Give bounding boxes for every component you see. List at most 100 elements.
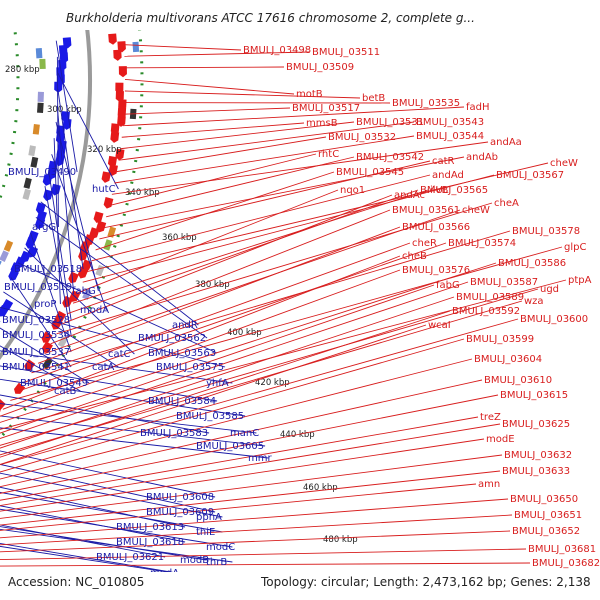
forward-gene-label[interactable]: BMULJ_03609 bbox=[146, 507, 214, 518]
reverse-gene-label[interactable]: fabG bbox=[436, 280, 460, 291]
forward-gene-label[interactable]: BMULJ_03537 bbox=[2, 347, 70, 358]
reverse-gene-label[interactable]: rhtC bbox=[318, 149, 339, 160]
reverse-gene-label[interactable]: motB bbox=[296, 89, 323, 100]
reverse-gene-label[interactable]: BMULJ_03531 bbox=[356, 117, 424, 128]
reverse-gene-label[interactable]: BMULJ_03544 bbox=[416, 131, 484, 142]
reverse-gene-label[interactable]: BMULJ_03632 bbox=[504, 450, 572, 461]
reverse-gene-label[interactable]: BMULJ_03650 bbox=[510, 494, 578, 505]
reverse-gene-label[interactable]: BMULJ_03682 bbox=[532, 558, 600, 569]
reverse-gene-label[interactable]: ptpA bbox=[568, 275, 592, 286]
reverse-gene-label[interactable]: cheW bbox=[462, 205, 490, 216]
reverse-gene-label[interactable]: BMULJ_03567 bbox=[496, 170, 564, 181]
reverse-gene-label[interactable]: BMULJ_03543 bbox=[416, 117, 484, 128]
forward-gene-label[interactable]: BMULJ_03608 bbox=[146, 492, 214, 503]
forward-gene-label[interactable]: BMULJ_03613 bbox=[116, 522, 184, 533]
forward-gene-label[interactable]: catC bbox=[108, 349, 131, 360]
forward-gene-label[interactable]: modC bbox=[206, 542, 235, 553]
reverse-gene-label[interactable]: wza bbox=[524, 296, 544, 307]
reverse-gene-label[interactable]: cheR bbox=[412, 238, 437, 249]
reverse-gene-label[interactable]: cheB bbox=[402, 251, 427, 262]
reverse-gene-label[interactable]: treZ bbox=[480, 412, 501, 423]
reverse-gene-label[interactable]: BMULJ_03545 bbox=[336, 167, 404, 178]
reverse-gene-label[interactable]: BMULJ_03542 bbox=[356, 152, 424, 163]
forward-gene-label[interactable]: BMULJ_03519 bbox=[4, 282, 72, 293]
forward-gene-label[interactable]: manC bbox=[230, 428, 259, 439]
forward-label-connector bbox=[55, 40, 78, 173]
reverse-gene-label[interactable]: cheW bbox=[550, 158, 578, 169]
reverse-gene-label[interactable]: cheA bbox=[494, 198, 519, 209]
reverse-gene-label[interactable]: BMULJ_03587 bbox=[470, 277, 538, 288]
forward-gene-label[interactable]: BMULJ_03621 bbox=[96, 552, 164, 563]
reverse-gene-label[interactable]: ugd bbox=[540, 284, 559, 295]
forward-gene-label[interactable]: BMULJ_03534 bbox=[2, 330, 70, 341]
forward-gene-label[interactable]: fabG bbox=[72, 286, 96, 297]
forward-gene-label[interactable]: BMULJ_03618 bbox=[116, 537, 184, 548]
reverse-gene-label[interactable]: BMULJ_03599 bbox=[466, 334, 534, 345]
forward-gene-label[interactable]: yhfA bbox=[206, 378, 229, 389]
forward-gene-label[interactable]: pphA bbox=[196, 512, 222, 523]
reverse-gene-label[interactable]: mmsB bbox=[306, 118, 338, 129]
reverse-gene-label[interactable]: catR bbox=[432, 156, 455, 167]
reverse-gene-label[interactable]: BMULJ_03681 bbox=[528, 544, 596, 555]
forward-gene-label[interactable]: BMULJ_03584 bbox=[148, 396, 216, 407]
reverse-gene-label[interactable]: BMULJ_03586 bbox=[498, 258, 566, 269]
reverse-gene-label[interactable]: andAa bbox=[490, 137, 522, 148]
reverse-gene-label[interactable]: fadH bbox=[466, 102, 490, 113]
reverse-gene-label[interactable]: BMULJ_03592 bbox=[452, 306, 520, 317]
forward-gene-label[interactable]: BMULJ_03490 bbox=[8, 167, 76, 178]
reverse-gene-label[interactable]: BMULJ_03578 bbox=[512, 226, 580, 237]
forward-gene-label[interactable]: thrB bbox=[206, 557, 227, 568]
forward-gene-label[interactable]: BMULJ_03518 bbox=[14, 264, 82, 275]
reverse-gene-label[interactable]: BMULJ_03511 bbox=[312, 47, 380, 58]
forward-gene-label[interactable]: argG bbox=[32, 222, 56, 233]
forward-gene-label[interactable]: andR bbox=[172, 320, 198, 331]
forward-gene-label[interactable]: thiE bbox=[196, 527, 215, 538]
forward-gene-label[interactable]: BMULJ_03528 bbox=[2, 315, 70, 326]
reverse-gene-label[interactable]: wcaI bbox=[428, 320, 451, 331]
forward-gene-label[interactable]: BMULJ_03605 bbox=[196, 441, 264, 452]
reverse-gene-label[interactable]: BMULJ_03615 bbox=[500, 390, 568, 401]
reverse-gene-label[interactable]: BMULJ_03509 bbox=[286, 62, 354, 73]
forward-gene-label[interactable]: BMULJ_03575 bbox=[156, 362, 224, 373]
reverse-gene-label[interactable]: BMULJ_03633 bbox=[502, 466, 570, 477]
reverse-gene-label[interactable]: BMULJ_03566 bbox=[402, 222, 470, 233]
forward-gene-label[interactable]: BMULJ_03562 bbox=[138, 333, 206, 344]
forward-gene-label[interactable]: BMULJ_03541 bbox=[2, 362, 70, 373]
forward-gene-label[interactable]: BMULJ_03585 bbox=[176, 411, 244, 422]
forward-gene-label[interactable]: modB bbox=[180, 555, 209, 566]
reverse-gene-label[interactable]: andAc bbox=[394, 190, 425, 201]
forward-gene-label[interactable]: mmr bbox=[248, 453, 272, 464]
reverse-gene-label[interactable]: amn bbox=[478, 479, 500, 490]
reverse-gene-label[interactable]: BMULJ_03604 bbox=[474, 354, 542, 365]
reverse-gene-label[interactable]: nqo1 bbox=[340, 185, 365, 196]
forward-gene-label[interactable]: modA bbox=[80, 305, 109, 316]
forward-gene-label[interactable]: catB bbox=[54, 386, 77, 397]
reverse-gene-label[interactable]: andAd bbox=[432, 170, 464, 181]
reverse-gene-label[interactable]: BMULJ_03576 bbox=[402, 265, 470, 276]
forward-gene-label[interactable]: BMULJ_03583 bbox=[140, 428, 208, 439]
reverse-gene-label[interactable]: BMULJ_03535 bbox=[392, 98, 460, 109]
reverse-gene-label[interactable]: BMULJ_03600 bbox=[520, 314, 588, 325]
forward-gene-label[interactable]: hutC bbox=[92, 184, 116, 195]
forward-gene-label[interactable]: proP bbox=[34, 299, 56, 310]
reverse-gene-label[interactable]: BMULJ_03589 bbox=[456, 292, 524, 303]
reverse-gene-label[interactable]: andAb bbox=[466, 152, 498, 163]
reverse-gene-label[interactable]: BMULJ_03651 bbox=[514, 510, 582, 521]
forward-gene-label[interactable]: catA bbox=[92, 362, 115, 373]
forward-gene-label[interactable]: BMULJ_03563 bbox=[148, 348, 216, 359]
reverse-gene-label[interactable]: BMULJ_03561 bbox=[392, 205, 460, 216]
forward-gene-label[interactable]: BMULJ_03549 bbox=[20, 378, 88, 389]
reverse-gene-label[interactable]: BMULJ_03610 bbox=[484, 375, 552, 386]
reverse-gene-label[interactable]: BMULJ_03652 bbox=[512, 526, 580, 537]
reverse-gene-label[interactable]: BMULJ_03625 bbox=[502, 419, 570, 430]
reverse-gene-label[interactable]: BMULJ_03498 bbox=[243, 45, 311, 56]
reverse-gene-label[interactable]: BMULJ_03517 bbox=[292, 103, 360, 114]
reverse-gene-label[interactable]: glpC bbox=[564, 242, 586, 253]
reverse-gene-label[interactable]: modE bbox=[486, 434, 515, 445]
reverse-gene-label[interactable]: betB bbox=[362, 93, 385, 104]
reverse-gene-label[interactable]: ilvB bbox=[430, 185, 448, 196]
reverse-gene-label[interactable]: BMULJ_03574 bbox=[448, 238, 516, 249]
reverse-gene-label[interactable]: BMULJ_03565 bbox=[420, 185, 488, 196]
reverse-gene-label[interactable]: BMULJ_03532 bbox=[328, 132, 396, 143]
